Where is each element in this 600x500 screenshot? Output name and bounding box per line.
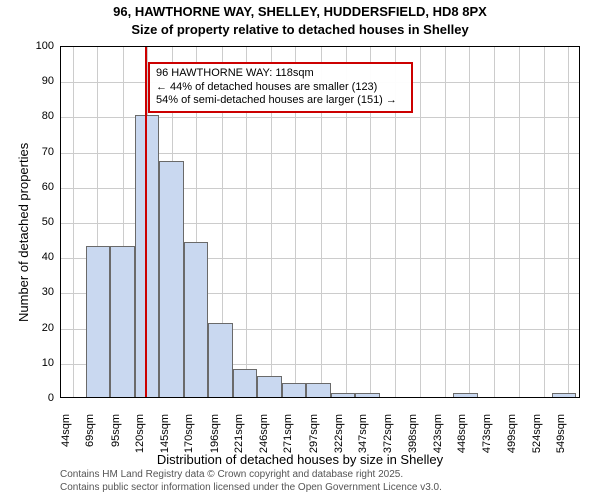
- x-tick-label: 473sqm: [481, 414, 493, 462]
- y-tick-label: 50: [28, 216, 54, 228]
- y-tick-label: 70: [28, 146, 54, 158]
- annotation-line: 54% of semi-detached houses are larger (…: [156, 94, 405, 108]
- x-tick-label: 347sqm: [357, 414, 369, 462]
- x-tick-label: 196sqm: [209, 414, 221, 462]
- credits: Contains HM Land Registry data © Crown c…: [60, 468, 442, 494]
- y-tick-label: 20: [28, 322, 54, 334]
- x-tick-label: 448sqm: [456, 414, 468, 462]
- x-tick-label: 246sqm: [258, 414, 270, 462]
- y-tick-label: 100: [28, 40, 54, 52]
- histogram-bar: [184, 242, 209, 397]
- y-tick-label: 40: [28, 251, 54, 263]
- x-tick-label: 322sqm: [333, 414, 345, 462]
- histogram-bar: [282, 383, 307, 397]
- histogram-bar: [453, 393, 478, 397]
- x-tick-label: 95sqm: [110, 414, 122, 462]
- x-tick-label: 44sqm: [60, 414, 72, 462]
- x-tick-label: 120sqm: [134, 414, 146, 462]
- histogram-bar: [233, 369, 258, 397]
- histogram-bar: [86, 246, 111, 397]
- histogram-bar: [208, 323, 233, 397]
- credits-line: Contains HM Land Registry data © Crown c…: [60, 468, 442, 481]
- x-tick-label: 499sqm: [506, 414, 518, 462]
- annotation-line: 96 HAWTHORNE WAY: 118sqm: [156, 67, 405, 81]
- x-tick-label: 398sqm: [407, 414, 419, 462]
- x-tick-label: 69sqm: [84, 414, 96, 462]
- credits-line: Contains public sector information licen…: [60, 481, 442, 494]
- x-tick-label: 170sqm: [183, 414, 195, 462]
- y-tick-label: 80: [28, 110, 54, 122]
- x-tick-label: 524sqm: [531, 414, 543, 462]
- y-tick-label: 60: [28, 181, 54, 193]
- histogram-bar: [257, 376, 282, 397]
- annotation-box: 96 HAWTHORNE WAY: 118sqm ← 44% of detach…: [148, 62, 413, 113]
- x-tick-label: 549sqm: [555, 414, 567, 462]
- y-tick-label: 90: [28, 75, 54, 87]
- histogram-bar: [306, 383, 331, 397]
- histogram-bar: [355, 393, 380, 397]
- page-subtitle: Size of property relative to detached ho…: [0, 22, 600, 37]
- histogram-bar: [159, 161, 184, 397]
- y-tick-label: 30: [28, 286, 54, 298]
- page-title: 96, HAWTHORNE WAY, SHELLEY, HUDDERSFIELD…: [0, 4, 600, 19]
- histogram-bar: [552, 393, 577, 397]
- histogram-bar: [331, 393, 356, 397]
- x-tick-label: 423sqm: [432, 414, 444, 462]
- x-tick-label: 145sqm: [159, 414, 171, 462]
- annotation-line: ← 44% of detached houses are smaller (12…: [156, 81, 405, 95]
- histogram-bar: [110, 246, 135, 397]
- y-tick-label: 10: [28, 357, 54, 369]
- x-tick-label: 271sqm: [282, 414, 294, 462]
- x-tick-label: 297sqm: [308, 414, 320, 462]
- y-tick-label: 0: [28, 392, 54, 404]
- x-tick-label: 372sqm: [382, 414, 394, 462]
- x-tick-label: 221sqm: [233, 414, 245, 462]
